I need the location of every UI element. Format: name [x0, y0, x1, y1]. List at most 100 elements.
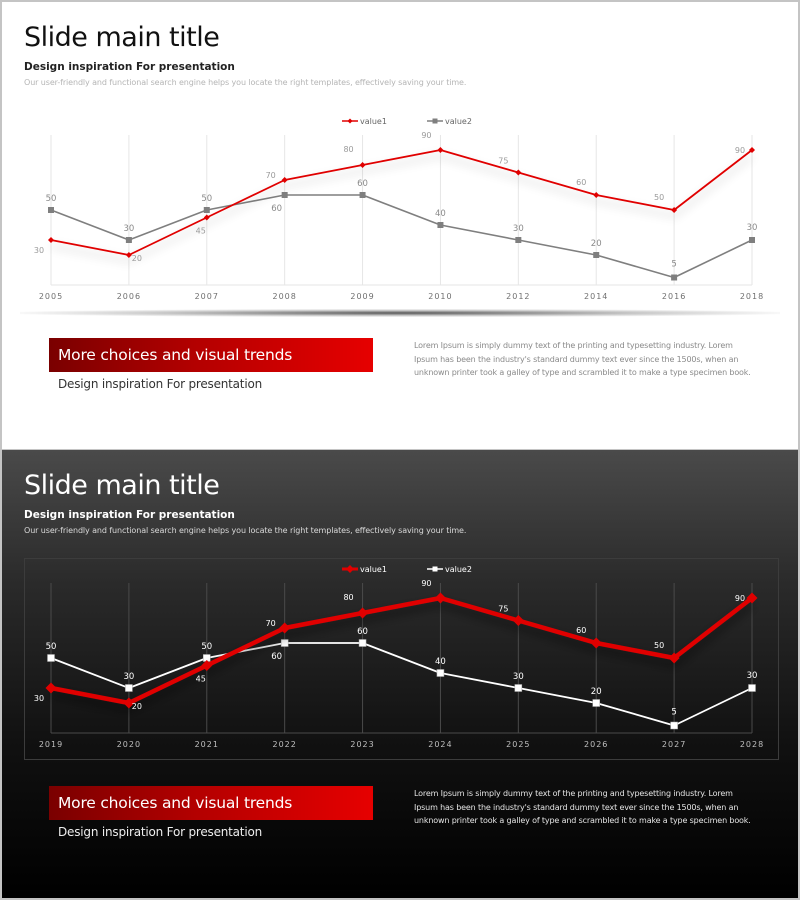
data-point: [434, 592, 446, 604]
slide-description: Our user-friendly and functional search …: [24, 526, 467, 535]
slide-subtitle: Design inspiration For presentation: [24, 61, 235, 73]
data-point: [514, 684, 523, 692]
data-point: [671, 274, 678, 281]
data-label: 50: [654, 193, 664, 202]
data-label: 30: [34, 246, 44, 255]
data-point: [359, 192, 366, 198]
legend-item-value1: value1: [342, 117, 387, 126]
data-point: [281, 192, 288, 198]
data-label: 75: [498, 605, 508, 614]
x-tick-label: 2009: [350, 292, 374, 301]
data-label: 20: [132, 254, 142, 263]
data-point: [125, 252, 132, 258]
data-point: [203, 214, 210, 221]
data-point: [280, 639, 289, 647]
data-point: [125, 684, 133, 692]
data-label: 60: [271, 652, 282, 662]
series-value2: [48, 192, 755, 281]
square-marker-icon: [432, 566, 438, 572]
data-point: [437, 147, 444, 153]
data-point: [123, 697, 135, 709]
data-point: [749, 147, 755, 153]
data-label: 30: [513, 224, 524, 234]
data-point: [201, 660, 213, 671]
data-label: 90: [735, 146, 745, 155]
data-label: 50: [46, 194, 57, 204]
data-point: [593, 252, 600, 258]
data-label: 40: [435, 209, 446, 219]
chart-legend: value1 value2: [342, 117, 472, 126]
data-label: 30: [513, 672, 524, 682]
data-label: 50: [201, 194, 212, 204]
data-label: 5: [671, 260, 676, 270]
data-label: 40: [435, 657, 446, 667]
data-label: 90: [735, 594, 745, 603]
data-label: 90: [421, 579, 431, 588]
x-tick-label: 2008: [272, 292, 296, 301]
data-point: [203, 207, 210, 213]
data-label: 80: [343, 145, 353, 154]
diamond-marker-icon: [347, 118, 353, 124]
data-label: 30: [747, 671, 758, 681]
x-tick-label: 2012: [506, 292, 530, 301]
line-chart: 2019 2020 2021 2022 2023 2024 2025 2026 2027 2028…: [2, 450, 798, 770]
data-point: [512, 615, 524, 626]
data-label: 50: [201, 642, 212, 652]
data-label: 30: [34, 694, 44, 703]
slide-light: Slide main title Design inspiration For …: [0, 0, 800, 450]
x-tick-label: 2022: [272, 740, 296, 749]
data-point: [358, 639, 367, 647]
data-point: [748, 684, 756, 692]
banner-subheading: Design inspiration For presentation: [58, 377, 262, 391]
data-point: [125, 237, 132, 243]
data-label: 60: [271, 204, 282, 214]
legend-item-value1: value1: [342, 565, 387, 574]
data-label: 45: [196, 227, 206, 236]
x-tick-label: 2028: [740, 740, 764, 749]
slide-subtitle: Design inspiration For presentation: [24, 509, 235, 521]
slide-description: Our user-friendly and functional search …: [24, 78, 467, 87]
x-tick-label: 2020: [117, 740, 141, 749]
x-tick-label: 2016: [662, 292, 686, 301]
data-label: 70: [266, 619, 276, 628]
data-point: [749, 237, 755, 243]
banner-heading: More choices and visual trends: [49, 786, 373, 820]
svg-text:value2: value2: [445, 565, 472, 574]
data-label: 70: [266, 171, 276, 180]
data-point: [359, 162, 366, 168]
x-tick-label: 2018: [740, 292, 764, 301]
data-point: [515, 237, 522, 243]
data-label: 30: [123, 672, 134, 682]
data-point: [592, 699, 600, 707]
legend-item-value2: value2: [427, 565, 472, 574]
x-tick-label: 2023: [350, 740, 374, 749]
x-tick-label: 2010: [428, 292, 452, 301]
data-label: 60: [576, 178, 586, 187]
data-label: 90: [421, 131, 431, 140]
x-tick-label: 2005: [39, 292, 63, 301]
data-point: [671, 207, 678, 213]
x-tick-label: 2006: [117, 292, 141, 301]
data-label: 20: [132, 702, 142, 711]
slide-title: Slide main title: [24, 22, 220, 53]
data-point: [279, 622, 291, 634]
svg-text:value1: value1: [360, 117, 387, 126]
x-tick-label: 2027: [662, 740, 686, 749]
data-label: 45: [196, 675, 206, 684]
data-point: [746, 592, 758, 604]
data-point: [668, 652, 680, 664]
data-label: 30: [747, 223, 758, 233]
body-text: Lorem Ipsum is simply dummy text of the …: [414, 789, 751, 825]
legend-item-value2: value2: [427, 117, 472, 126]
data-point: [48, 207, 54, 213]
data-point: [357, 607, 369, 619]
chart-frame: [24, 558, 779, 760]
series-value1: [45, 592, 758, 709]
data-label: 50: [654, 641, 664, 650]
series-value2: [47, 639, 756, 730]
data-label: 20: [591, 687, 602, 697]
chart-shadow-divider: [20, 309, 780, 317]
slide-title: Slide main title: [24, 470, 220, 501]
data-point: [670, 721, 678, 730]
data-point: [45, 682, 57, 694]
